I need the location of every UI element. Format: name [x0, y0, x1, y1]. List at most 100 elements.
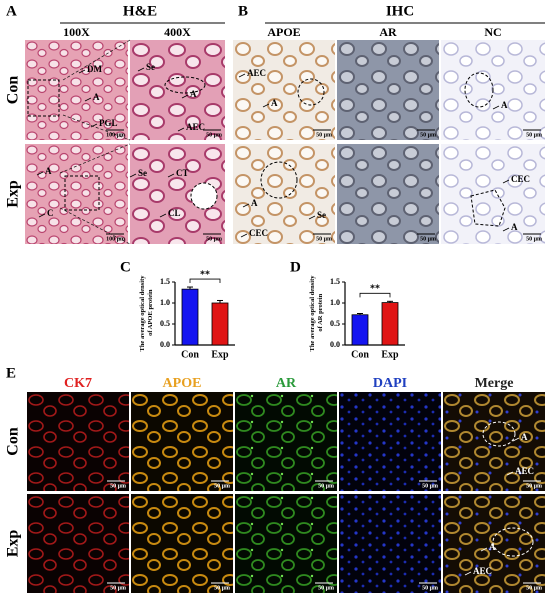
- panel-title: IHC: [386, 3, 414, 19]
- y-tick-label: 0.5: [160, 319, 170, 328]
- micrograph: A AEC 50 μm: [443, 494, 545, 593]
- scale-bar-label: 50 μm: [316, 236, 332, 242]
- x-tick-label: Exp: [381, 349, 399, 360]
- bar: [351, 314, 369, 346]
- annotation-arrow: [84, 97, 92, 102]
- outline: [64, 175, 100, 211]
- annotation-arrow: [36, 171, 44, 176]
- micrograph: AEC A 50 μm: [233, 40, 335, 140]
- annotation: A: [251, 198, 258, 208]
- zoom-guide: [59, 143, 131, 174]
- annotation: CL: [168, 208, 181, 218]
- annotation: A: [45, 166, 52, 176]
- significance-label: **: [370, 284, 380, 295]
- scale-bar-label: 50 μm: [214, 483, 230, 489]
- outline: [464, 72, 494, 108]
- scale-bar-label: 50 μm: [526, 585, 542, 591]
- bar: [181, 288, 199, 346]
- column-header: APOE: [163, 376, 202, 391]
- row-label: Exp: [5, 180, 22, 208]
- micrograph: 50 μm: [131, 392, 233, 491]
- row-label: Con: [5, 76, 22, 105]
- panel-letter: A: [6, 3, 17, 19]
- micrograph: DM A PGL 100 μm: [25, 40, 128, 140]
- column-header: CK7: [64, 376, 92, 391]
- x-tick-label: Exp: [211, 349, 229, 360]
- micrograph: Se CT CL 50 μm: [129, 144, 225, 244]
- annotation-arrow: [90, 123, 98, 128]
- y-tick-label: 0.0: [160, 340, 170, 349]
- annotation-arrow: [464, 571, 472, 576]
- y-axis-label: The average optical density of APOE prot…: [139, 275, 154, 352]
- panel-letter: B: [238, 3, 248, 19]
- micrograph-image: [130, 40, 225, 140]
- outline: [297, 78, 325, 106]
- micrograph-image: [233, 144, 335, 244]
- micrograph-image: [233, 40, 335, 140]
- micrograph-image: [443, 494, 545, 593]
- outline: [492, 527, 534, 557]
- micrograph-image: [337, 144, 439, 244]
- scale-bar-label: 100 μm: [106, 236, 125, 242]
- micrograph: 50 μm: [337, 40, 439, 140]
- outline: [482, 421, 516, 447]
- annotation: Se: [138, 168, 147, 178]
- y-tick-label: 1.5: [330, 277, 340, 286]
- panel-letter: D: [290, 259, 301, 275]
- annotation-arrow: [240, 233, 248, 238]
- outline: [260, 161, 298, 199]
- annotation-arrow: [177, 127, 185, 132]
- outline: [190, 182, 218, 210]
- annotation-arrow: [502, 179, 510, 184]
- y-axis-label: The average optical density of AR protei…: [309, 275, 324, 352]
- micrograph-image: [27, 494, 129, 593]
- column-header: Merge: [475, 376, 514, 391]
- annotation: AEC: [247, 68, 266, 78]
- micrograph: 50 μm: [27, 494, 129, 593]
- annotation-arrow: [502, 227, 510, 232]
- micrograph-image: [27, 392, 129, 491]
- outline: [470, 189, 506, 227]
- micrograph: A C 100 μm: [25, 144, 128, 244]
- annotation-arrow: [512, 437, 520, 442]
- annotation: AEC: [515, 466, 534, 476]
- annotation-arrow: [262, 103, 270, 108]
- annotation: CEC: [249, 228, 268, 238]
- micrograph-image: [25, 40, 128, 140]
- scale-bar-label: 50 μm: [110, 483, 126, 489]
- micrograph-image: [339, 494, 441, 593]
- annotation-arrow: [181, 94, 189, 99]
- outline: [164, 76, 206, 94]
- scale-bar-label: 50 μm: [206, 132, 222, 138]
- scale-bar-label: 50 μm: [526, 132, 542, 138]
- column-header: 100X: [63, 25, 90, 39]
- micrograph-image: [235, 494, 337, 593]
- annotation-arrow: [129, 173, 137, 178]
- bar: [211, 302, 229, 346]
- scale-bar-label: 50 μm: [422, 483, 438, 489]
- x-tick-label: Con: [181, 349, 199, 360]
- micrograph: 50 μm: [235, 494, 337, 593]
- scale-bar-label: 50 μm: [420, 132, 436, 138]
- micrograph: 50 μm: [339, 392, 441, 491]
- scale-bar-label: 50 μm: [318, 585, 334, 591]
- annotation: AEC: [473, 566, 492, 576]
- column-header: 400X: [164, 25, 191, 39]
- annotation: AEC: [186, 122, 205, 132]
- column-header: AR: [276, 376, 297, 391]
- panel-letter: E: [6, 365, 16, 381]
- micrograph-image: [443, 392, 545, 491]
- annotation-arrow: [492, 105, 500, 110]
- panel-letter: C: [120, 259, 131, 275]
- significance-label: **: [200, 269, 210, 280]
- scale-bar-label: 50 μm: [422, 585, 438, 591]
- row-label: Exp: [5, 530, 22, 558]
- scale-bar-label: 50 μm: [526, 236, 542, 242]
- micrograph-image: [339, 392, 441, 491]
- annotation: A: [511, 222, 518, 232]
- y-tick-label: 1.0: [160, 298, 170, 307]
- outline: [27, 79, 60, 117]
- annotation-arrow: [506, 471, 514, 476]
- micrograph: 50 μm: [27, 392, 129, 491]
